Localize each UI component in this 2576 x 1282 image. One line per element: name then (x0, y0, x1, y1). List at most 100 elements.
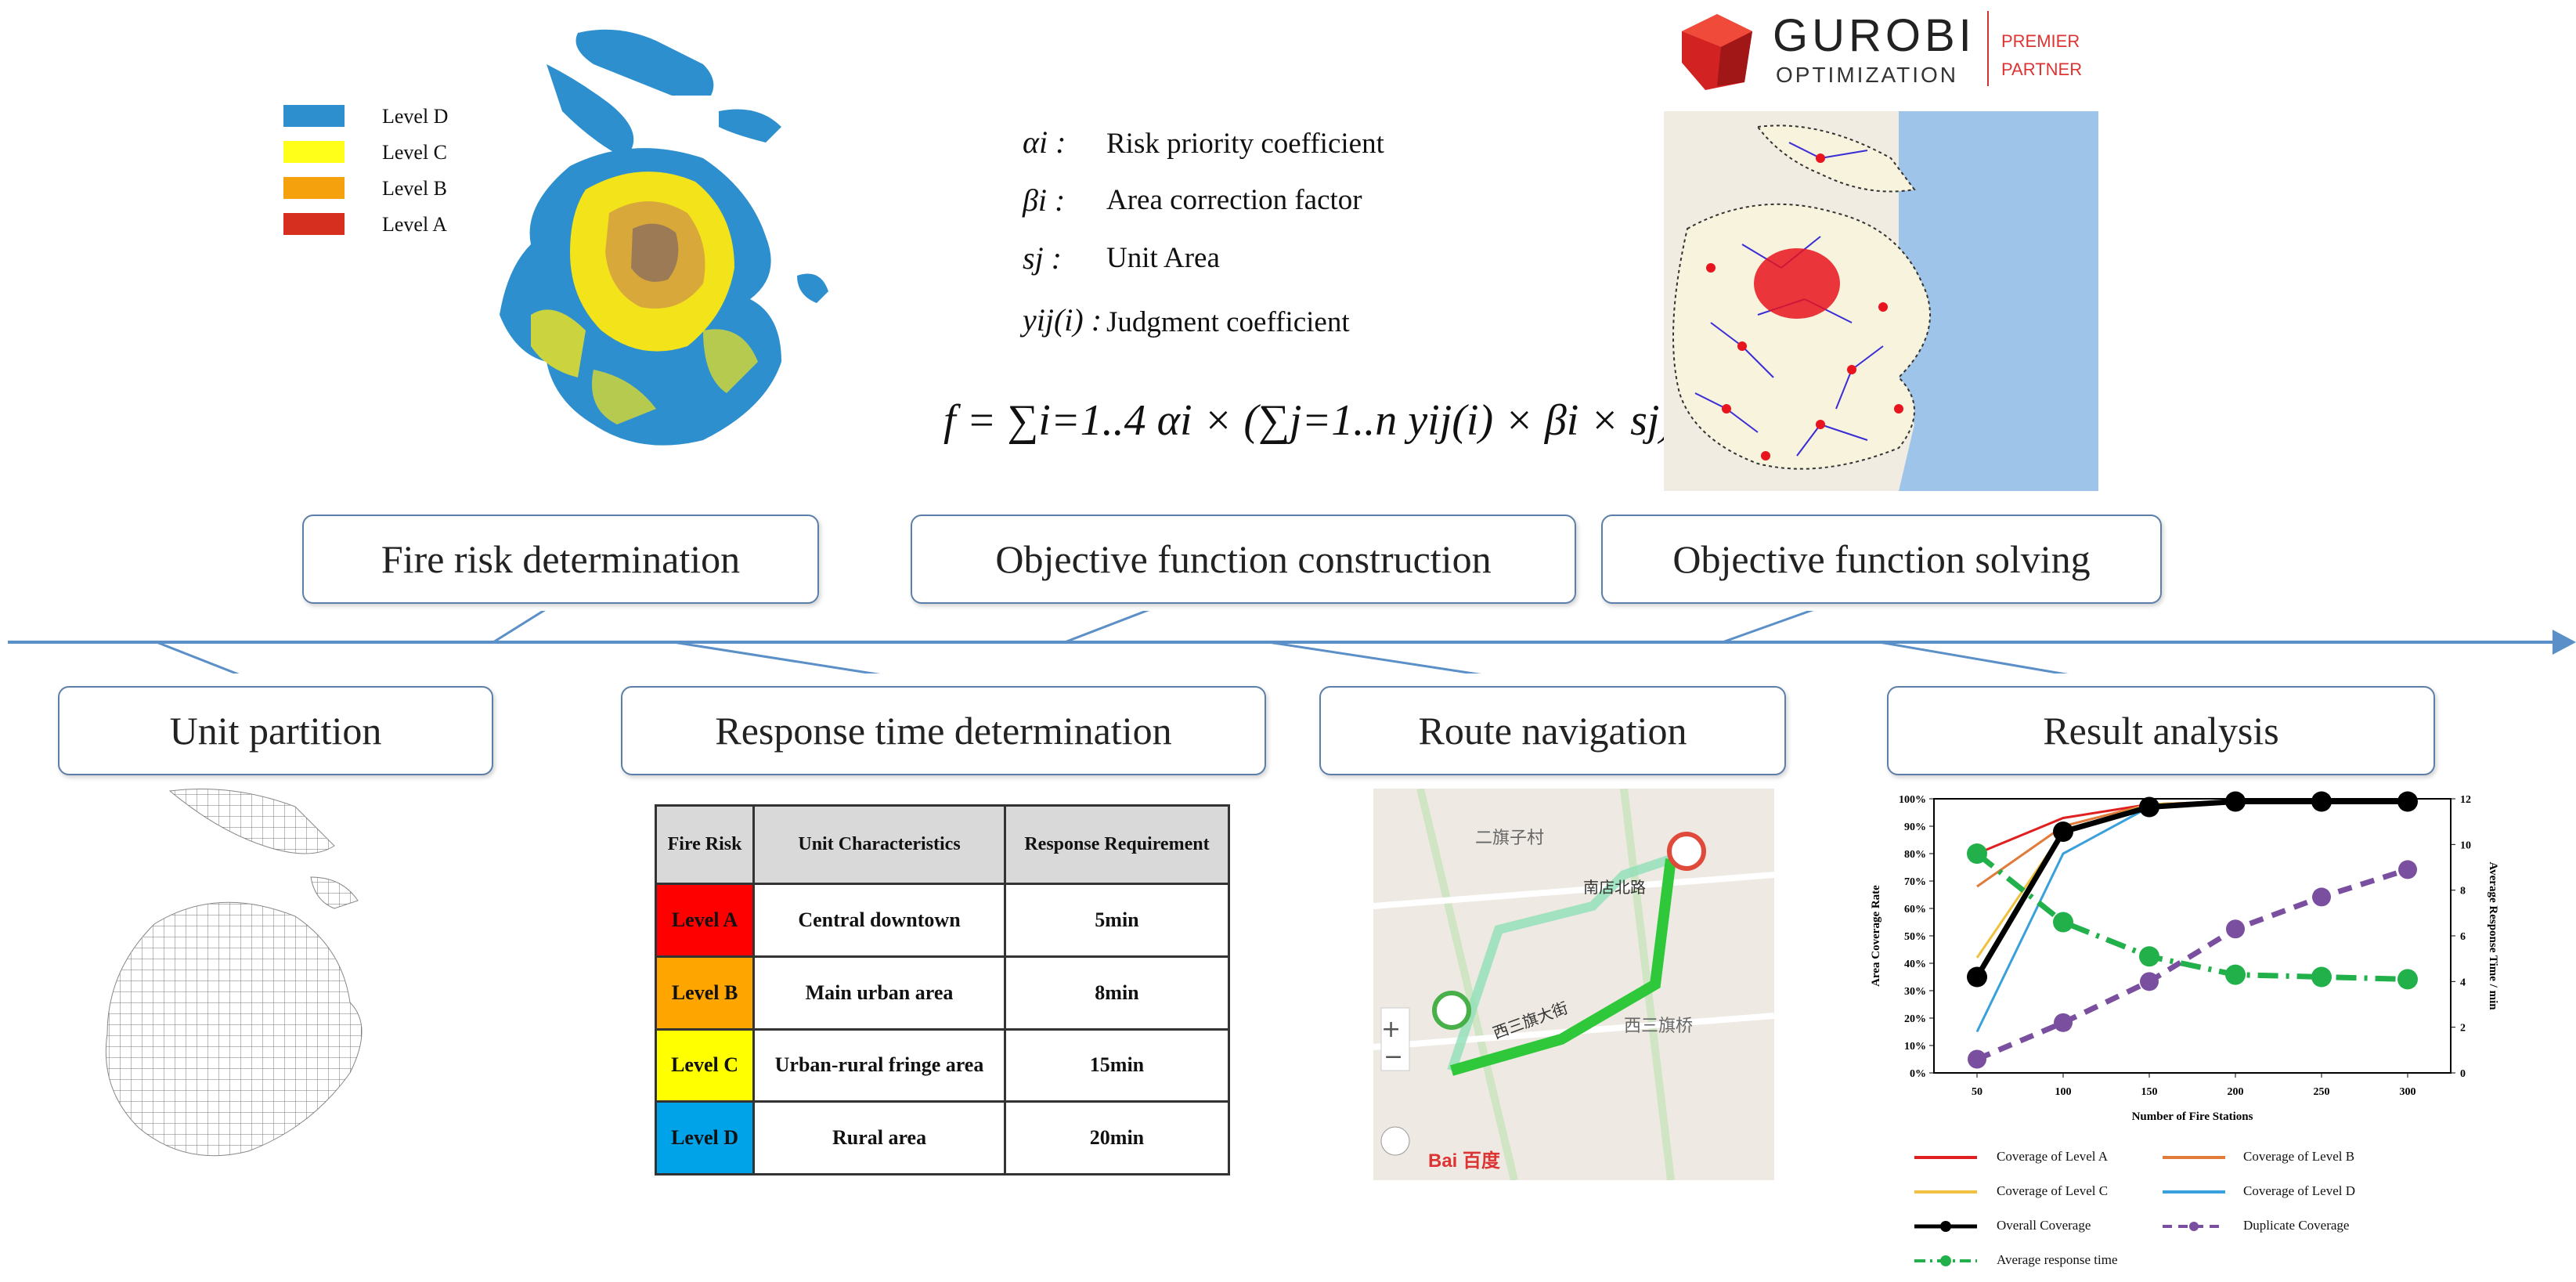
y-tick-label: 60% (1904, 904, 1926, 915)
series-point-5 (2312, 887, 2331, 907)
y2-tick-label: 6 (2460, 931, 2466, 943)
y-tick-label: 50% (1904, 931, 1926, 943)
y2-tick-label: 8 (2460, 886, 2466, 897)
step-objective-function-solving: Objective function solving (1601, 515, 2162, 604)
gurobi-tag1: PREMIER (2001, 31, 2080, 51)
series-point-5 (2398, 860, 2417, 879)
step-response-time-determination: Response time determination (621, 686, 1266, 775)
step-objective-function-construction: Objective function construction (911, 515, 1576, 604)
x-tick-label: 100 (2055, 1086, 2072, 1098)
series-point-6 (1967, 843, 1987, 864)
requirement-cell: 8min (1003, 955, 1231, 1031)
requirement-cell: 15min (1003, 1027, 1231, 1103)
y-tick-label: 40% (1904, 959, 1926, 970)
map-road1-label: 南店北路 (1583, 878, 1646, 897)
y-tick-label: 100% (1899, 794, 1926, 806)
series-point-4 (2225, 791, 2246, 812)
x-tick-label: 50 (1972, 1086, 1983, 1098)
header-fire-risk: Fire Risk (654, 804, 756, 885)
table-row: Level D Rural area 20min (654, 1100, 1231, 1175)
series-point-4 (2311, 791, 2332, 812)
gurobi-sub: OPTIMIZATION (1776, 63, 1959, 87)
series-line-4 (1974, 799, 2408, 979)
legend-label: Level A (382, 213, 448, 236)
timeline-arrow (8, 611, 2576, 674)
response-table: Fire Risk Unit Characteristics Response … (654, 804, 1231, 1175)
series-point-4 (2139, 796, 2159, 818)
y-symbol: yij(i) : (1023, 302, 1102, 338)
unit-partition-map (76, 783, 452, 1190)
y-tick-label: 70% (1904, 876, 1926, 888)
map-zoom-in-button[interactable]: + (1381, 1016, 1402, 1043)
y-tick-label: 80% (1904, 849, 1926, 861)
map-village-label: 二旗子村 (1475, 829, 1545, 848)
series-line-3 (1975, 800, 2408, 1033)
series-point-5 (2226, 919, 2245, 939)
series-line-5 (1975, 867, 2409, 1062)
series-point-4 (2053, 822, 2073, 842)
legend-coverage-level-d: Coverage of Level D (2243, 1183, 2356, 1198)
map-brand: Bai 百度 (1428, 1150, 1501, 1172)
series-point-4 (2397, 791, 2418, 812)
unit-cell: Urban-rural fringe area (752, 1027, 1006, 1103)
series-point-5 (2140, 972, 2159, 991)
requirement-cell: 5min (1003, 883, 1231, 958)
y2-tick-label: 12 (2460, 794, 2471, 806)
series-line-0 (1976, 800, 2408, 855)
risk-map (453, 17, 922, 487)
result-chart: 0% 10% 20% 30% 40% 50% 60% 70% 80% 90% 100% 0 2 4 6 8 10… (1809, 783, 2499, 1277)
y2-tick-label: 2 (2460, 1023, 2466, 1035)
risk-level-cell: Level B (654, 955, 756, 1031)
series-point-6 (2397, 969, 2418, 990)
series-point-5 (2054, 1013, 2073, 1032)
x-tick-label: 200 (2228, 1086, 2244, 1098)
y2-tick-label: 4 (2460, 977, 2466, 988)
map-zoom-out-button[interactable]: − (1384, 1043, 1404, 1071)
table-row: Level B Main urban area 8min (654, 955, 1231, 1031)
y-tick-label: 10% (1904, 1041, 1926, 1053)
gurobi-tag2: PARTNER (2001, 60, 2083, 79)
y-definition: Judgment coefficient (1106, 306, 1350, 338)
gurobi-divider (1987, 11, 1989, 86)
gurobi-cube-icon (1682, 14, 1752, 90)
s-definition: Unit Area (1106, 242, 1220, 274)
legend-coverage-level-a: Coverage of Level A (1997, 1149, 2109, 1164)
header-unit-characteristics: Unit Characteristics (752, 804, 1006, 885)
legend-label: Level B (382, 177, 448, 200)
risk-level-cell: Level A (654, 883, 756, 958)
legend-coverage-level-b: Coverage of Level B (2243, 1149, 2355, 1164)
table-row: Level C Urban-rural fringe area 15min (654, 1027, 1231, 1103)
x-tick-label: 250 (2314, 1086, 2330, 1098)
beta-symbol: βi : (1023, 182, 1066, 218)
y-axis-label: Area Coverage Rate (1870, 885, 1882, 987)
legend-label: Level C (382, 141, 448, 164)
unit-cell: Rural area (752, 1100, 1006, 1175)
step-result-analysis: Result analysis (1887, 686, 2435, 775)
series-point-5 (1968, 1049, 1986, 1069)
step-route-navigation: Route navigation (1319, 686, 1786, 775)
y-tick-label: 20% (1904, 1013, 1926, 1025)
solution-map (1664, 111, 2098, 491)
x-tick-label: 150 (2141, 1086, 2158, 1098)
step-unit-partition: Unit partition (58, 686, 493, 775)
y2-tick-label: 0 (2460, 1068, 2466, 1080)
formula-text: f = ∑i=1..4 αi × (∑j=1..n yij(i) × βi × … (943, 396, 1675, 445)
legend-swatch-level-d (283, 105, 345, 127)
y-tick-label: 30% (1904, 986, 1926, 998)
series-point-6 (2225, 964, 2246, 985)
s-symbol: sj : (1023, 240, 1062, 276)
y-tick-label: 0% (1910, 1068, 1926, 1080)
legend-average-response-time: Average response time (1997, 1252, 2118, 1267)
beta-definition: Area correction factor (1106, 184, 1362, 216)
gurobi-brand: GUROBI (1773, 10, 1975, 61)
y2-tick-label: 10 (2460, 840, 2471, 851)
series-point-6 (2053, 912, 2073, 933)
risk-level-cell: Level C (654, 1027, 756, 1103)
step-fire-risk-determination: Fire risk determination (302, 515, 819, 604)
route-map: 二旗子村 南店北路 西三旗大街 西三旗桥 + − Bai 百度 (1373, 789, 1774, 1180)
table-header-row: Fire Risk Unit Characteristics Response … (654, 804, 1231, 885)
legend-label: Level D (382, 105, 449, 128)
legend-swatch-level-a (283, 213, 345, 235)
y-tick-label: 90% (1904, 822, 1926, 833)
x-axis-label: Number of Fire Stations (2132, 1110, 2253, 1123)
